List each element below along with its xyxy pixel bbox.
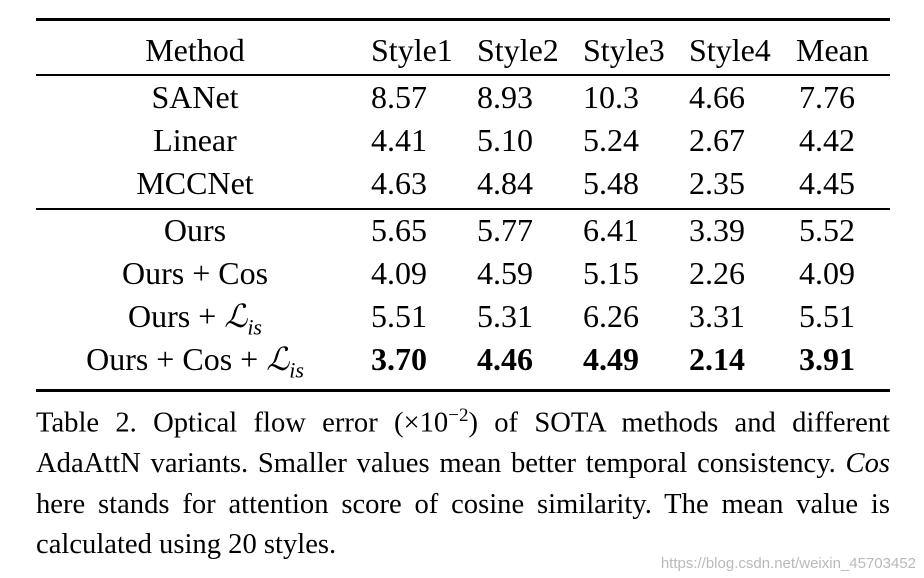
- row-mccnet-mean: 4.45: [799, 165, 855, 201]
- row-ours-mean: 5.52: [799, 212, 855, 248]
- bottom-rule: [36, 389, 890, 392]
- caption-part3: here stands for attention score of cosin…: [36, 488, 890, 561]
- row-ours-cos-style3: 5.15: [583, 255, 639, 291]
- loss-symbol: ℒ: [224, 298, 248, 334]
- row-mccnet-style2: 4.84: [477, 165, 533, 201]
- row-mccnet-style3: 5.48: [583, 165, 639, 201]
- loss-subscript: is: [247, 314, 262, 340]
- header-mean: Mean: [796, 32, 869, 68]
- header-rule: [36, 74, 890, 76]
- row-sanet-style4: 4.66: [689, 79, 745, 115]
- row-ours-cos-lis-mean: 3.91: [799, 341, 855, 377]
- row-ours-style4: 3.39: [689, 212, 745, 248]
- row-linear-mean: 4.42: [799, 122, 855, 158]
- row-ours-cos-lis-style2: 4.46: [477, 341, 533, 377]
- row-ours-cos-lis-style3: 4.49: [583, 341, 639, 377]
- watermark: https://blog.csdn.net/weixin_45703452: [660, 555, 916, 572]
- row-linear-method: Linear: [153, 122, 237, 158]
- method-prefix: Ours + Cos +: [86, 341, 267, 377]
- caption-part2: ) of SOTA methods and different AdaAttN …: [36, 407, 890, 480]
- method-prefix: Ours +: [128, 298, 225, 334]
- caption-part1: Table 2. Optical flow error (×10: [36, 407, 449, 439]
- row-ours-style1: 5.65: [371, 212, 427, 248]
- header-style4: Style4: [689, 32, 771, 68]
- row-ours-cos-lis-style4: 2.14: [689, 341, 745, 377]
- row-linear-style4: 2.67: [689, 122, 745, 158]
- row-ours-style3: 6.41: [583, 212, 639, 248]
- row-linear-style3: 5.24: [583, 122, 639, 158]
- row-sanet-style3: 10.3: [583, 79, 639, 115]
- row-ours-cos-method: Ours + Cos: [121, 255, 269, 291]
- row-mccnet-style4: 2.35: [689, 165, 745, 201]
- caption-exponent: −2: [448, 405, 469, 426]
- top-rule: [36, 18, 890, 21]
- row-sanet-mean: 7.76: [799, 79, 855, 115]
- header-style3: Style3: [583, 32, 665, 68]
- header-style1: Style1: [371, 32, 453, 68]
- row-ours-cos-style2: 4.59: [477, 255, 533, 291]
- row-ours-method: Ours: [163, 212, 227, 248]
- row-ours-lis-style2: 5.31: [477, 298, 533, 334]
- loss-symbol: ℒ: [266, 341, 290, 377]
- row-linear-style2: 5.10: [477, 122, 533, 158]
- row-ours-style2: 5.77: [477, 212, 533, 248]
- row-ours-cos-lis-method: Ours + Cos + ℒis: [36, 340, 354, 382]
- header-method: Method: [145, 32, 245, 68]
- row-ours-cos-style4: 2.26: [689, 255, 745, 291]
- row-ours-lis-style4: 3.31: [689, 298, 745, 334]
- row-ours-lis-style3: 6.26: [583, 298, 639, 334]
- row-ours-lis-mean: 5.51: [799, 298, 855, 334]
- group-rule: [36, 208, 890, 210]
- row-ours-cos-mean: 4.09: [799, 255, 855, 291]
- row-mccnet-method: MCCNet: [136, 165, 254, 201]
- header-style2: Style2: [477, 32, 559, 68]
- row-sanet-style2: 8.93: [477, 79, 533, 115]
- row-ours-cos-style1: 4.09: [371, 255, 427, 291]
- row-linear-style1: 4.41: [371, 122, 427, 158]
- row-ours-lis-style1: 5.51: [371, 298, 427, 334]
- row-sanet-style1: 8.57: [371, 79, 427, 115]
- caption-cos: Cos: [845, 448, 891, 480]
- loss-subscript: is: [289, 357, 304, 383]
- row-sanet-method: SANet: [151, 79, 239, 115]
- table-caption: Table 2. Optical flow error (×10−2) of S…: [36, 396, 890, 566]
- row-ours-cos-lis-style1: 3.70: [371, 341, 427, 377]
- row-mccnet-style1: 4.63: [371, 165, 427, 201]
- row-ours-lis-method: Ours + ℒis: [36, 297, 354, 339]
